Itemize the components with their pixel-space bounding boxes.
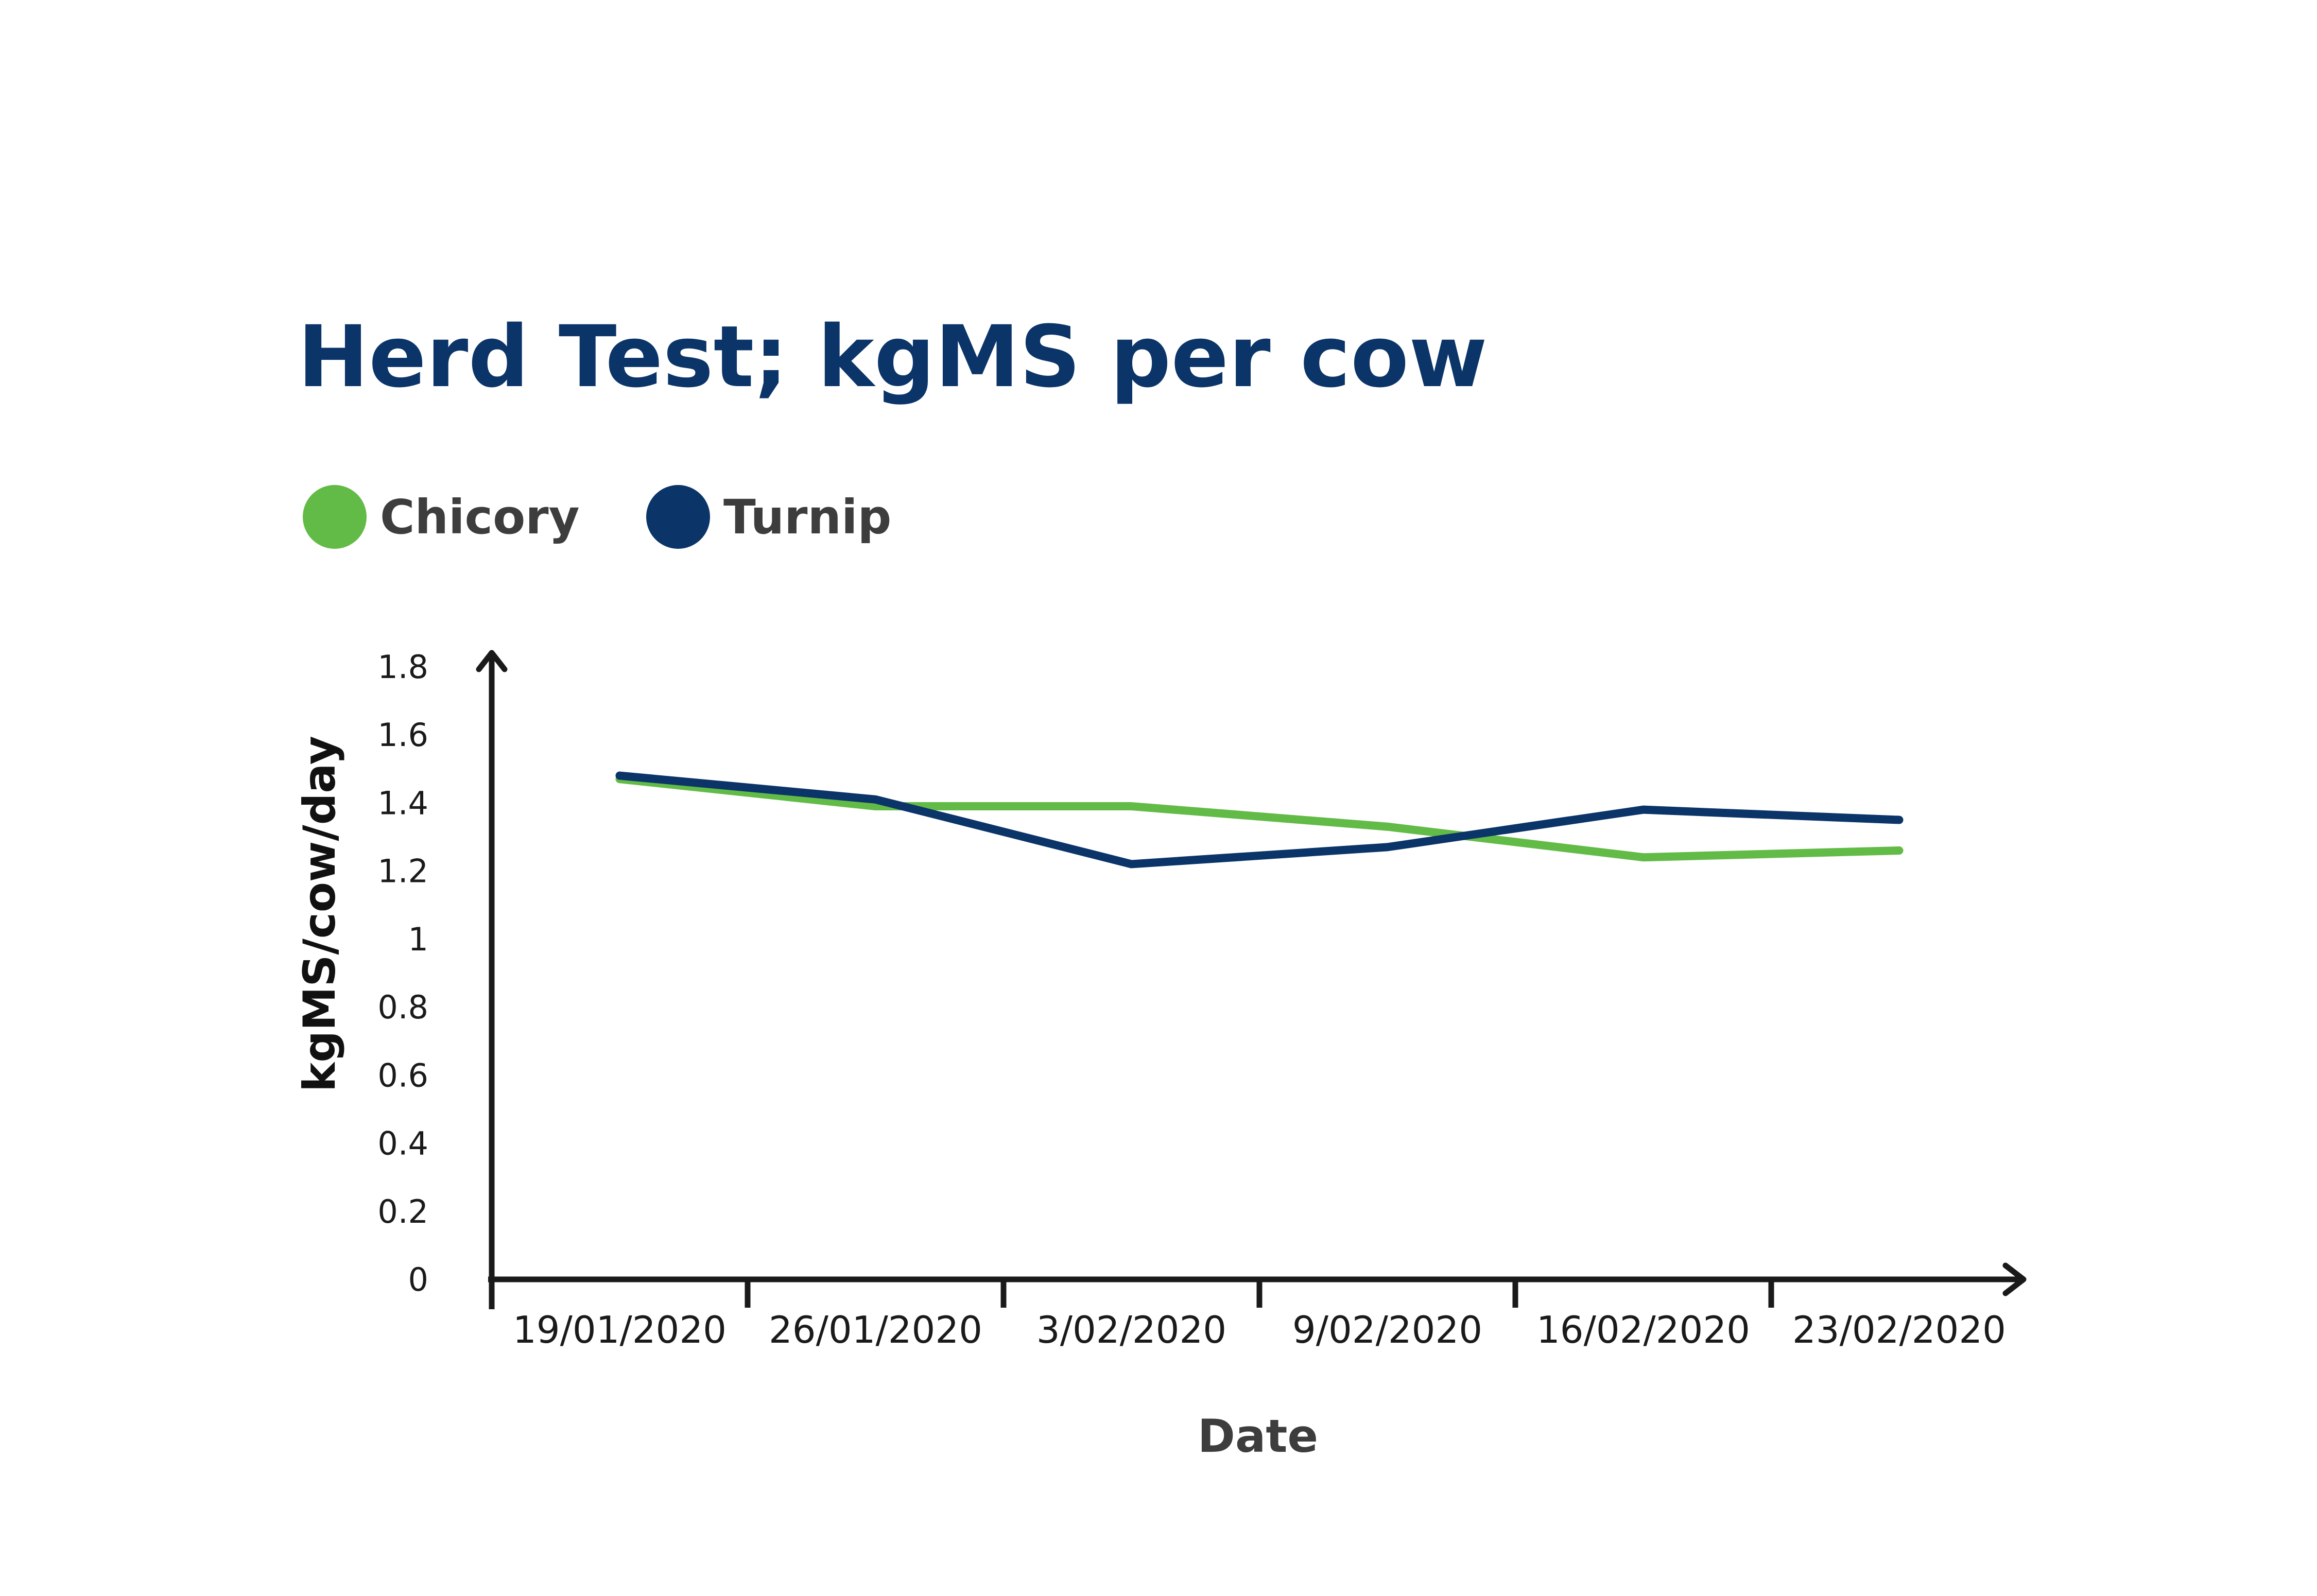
x-tick-label: 26/01/2020 (769, 1308, 982, 1351)
x-tick-label: 9/02/2020 (1292, 1308, 1482, 1351)
y-tick-label: 0.8 (377, 988, 428, 1026)
x-axis-arrow (2002, 1262, 2027, 1296)
y-tick-label: 1.8 (377, 648, 428, 686)
x-ticks (489, 1277, 1774, 1308)
y-tick-label: 1 (408, 921, 428, 958)
axes (476, 650, 2027, 1309)
y-tick-label: 1.2 (377, 853, 428, 890)
y-tick-label: 0.4 (377, 1125, 428, 1163)
legend-swatch-chicory (303, 485, 367, 549)
legend-swatch-turnip (646, 485, 710, 549)
legend-label-turnip: Turnip (723, 490, 891, 545)
series-lines (615, 771, 1904, 869)
y-axis-title: kgMS/cow/day (294, 736, 345, 1092)
y-tick-label: 1.6 (377, 716, 428, 754)
y-ticks: 0 0.2 0.4 0.6 0.8 1 1.2 1.4 1.6 1.8 (377, 648, 428, 1298)
chart-title: Herd Test; kgMS per cow (298, 307, 1488, 406)
x-axis-title: Date (1198, 1410, 1318, 1463)
series-line-turnip (615, 771, 1904, 869)
y-tick-label: 0.2 (377, 1193, 428, 1230)
y-tick-label: 0.6 (377, 1056, 428, 1094)
legend-label-chicory: Chicory (380, 490, 580, 545)
x-tick-label: 3/02/2020 (1036, 1308, 1226, 1351)
series-line-chicory (615, 775, 1904, 862)
x-tick-label: 16/02/2020 (1536, 1308, 1750, 1351)
x-tick-label: 23/02/2020 (1792, 1308, 2006, 1351)
y-tick-label: 1.4 (377, 784, 428, 822)
legend: Chicory Turnip (303, 485, 891, 549)
x-tick-label: 19/01/2020 (513, 1308, 727, 1351)
y-tick-label: 0 (408, 1261, 428, 1298)
x-tick-labels: 19/01/2020 26/01/2020 3/02/2020 9/02/2020 16… (513, 1308, 2006, 1351)
y-axis-arrow (476, 650, 508, 672)
